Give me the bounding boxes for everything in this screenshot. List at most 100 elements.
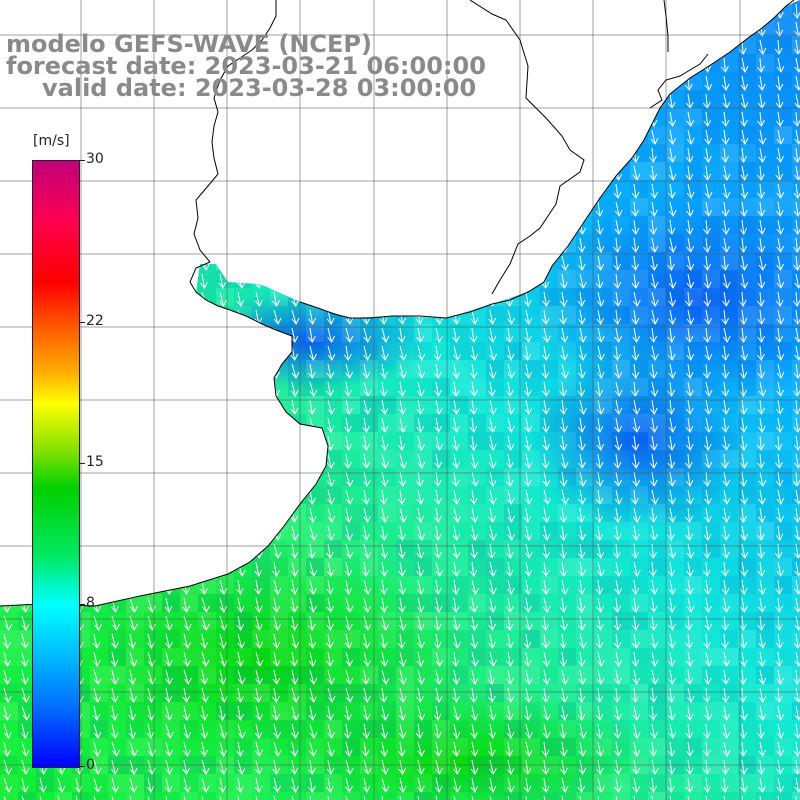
wind-arrow <box>416 597 425 613</box>
wind-arrow <box>649 687 658 703</box>
wind-arrow <box>21 741 30 757</box>
wind-arrow <box>795 795 798 800</box>
wind-arrow <box>579 723 587 739</box>
wind-arrow <box>344 183 353 199</box>
wind-arrow <box>327 345 336 361</box>
wind-arrow <box>794 597 800 613</box>
wind-arrow <box>201 345 210 361</box>
wind-arrow <box>667 219 676 235</box>
wind-arrow <box>164 399 173 415</box>
wind-arrow <box>632 723 641 739</box>
wind-arrow <box>702 219 711 235</box>
wind-arrow <box>21 147 30 163</box>
wind-arrow <box>417 777 425 793</box>
wind-arrow <box>560 3 569 19</box>
wind-arrow <box>21 363 30 379</box>
wind-arrow <box>775 615 784 631</box>
wind-arrow <box>667 453 676 469</box>
wind-arrow <box>685 507 694 523</box>
wind-arrow <box>596 345 605 361</box>
wind-arrow <box>506 723 515 739</box>
wind-arrow <box>92 381 101 397</box>
wind-arrow <box>776 273 785 289</box>
wind-arrow <box>649 741 658 757</box>
wind-arrow <box>3 309 13 325</box>
wind-arrow <box>721 3 730 19</box>
wind-arrow <box>596 291 605 307</box>
wind-arrow <box>505 741 514 757</box>
wind-arrow <box>523 111 532 127</box>
wind-arrow <box>596 777 605 793</box>
wind-arrow <box>417 363 426 379</box>
wind-arrow <box>686 687 695 703</box>
wind-arrow <box>255 615 263 631</box>
wind-arrow <box>326 363 335 379</box>
wind-arrow <box>595 705 604 721</box>
wind-arrow <box>129 345 138 361</box>
wind-arrow <box>649 777 658 793</box>
wind-arrow <box>469 561 478 577</box>
wind-arrow <box>200 219 209 235</box>
wind-arrow <box>469 129 478 145</box>
wind-arrow <box>758 381 767 397</box>
wind-arrow <box>39 3 48 19</box>
wind-arrow <box>381 327 390 343</box>
wind-arrow <box>559 381 568 397</box>
wind-arrow <box>756 345 765 361</box>
wind-arrow <box>398 183 407 199</box>
wind-arrow <box>307 615 316 631</box>
wind-arrow <box>685 417 694 433</box>
wind-arrow <box>218 345 227 361</box>
wind-arrow <box>792 3 800 19</box>
wind-arrow <box>326 3 335 19</box>
wind-arrow <box>201 435 209 451</box>
wind-arrow <box>704 201 713 217</box>
wind-arrow <box>470 273 479 289</box>
wind-arrow <box>183 561 192 577</box>
wind-arrow <box>578 183 587 199</box>
wind-arrow <box>93 111 102 127</box>
wind-arrow <box>489 489 497 505</box>
wind-arrow <box>255 507 264 523</box>
wind-arrow <box>146 3 155 19</box>
wind-arrow <box>290 759 299 775</box>
wind-arrow <box>560 75 568 91</box>
wind-arrow <box>739 147 748 163</box>
wind-arrow <box>668 21 677 37</box>
wind-arrow <box>237 723 246 739</box>
wind-arrow <box>686 489 694 505</box>
wind-arrow <box>21 165 31 181</box>
wind-arrow <box>255 453 264 469</box>
wind-arrow <box>129 525 138 541</box>
wind-arrow <box>507 255 516 271</box>
wind-arrow <box>92 489 101 505</box>
wind-arrow <box>273 255 281 271</box>
wind-arrow <box>417 201 426 217</box>
wind-arrow <box>505 165 514 181</box>
wind-arrow <box>740 453 748 469</box>
wind-arrow <box>541 453 550 469</box>
wind-arrow <box>704 453 713 469</box>
wind-arrow <box>793 39 800 55</box>
wind-arrow <box>721 399 730 415</box>
wind-arrow <box>291 633 300 649</box>
wind-arrow <box>488 417 497 433</box>
wind-arrow <box>756 435 765 451</box>
wind-arrow <box>685 39 694 55</box>
wind-arrow <box>542 507 551 523</box>
wind-arrow <box>255 363 264 379</box>
wind-arrow <box>93 291 101 307</box>
wind-arrow <box>254 345 262 361</box>
wind-arrow <box>345 525 353 541</box>
wind-arrow <box>577 129 586 145</box>
wind-arrow <box>452 489 461 505</box>
wind-arrow <box>667 651 676 667</box>
wind-arrow <box>452 237 461 253</box>
wind-arrow <box>740 273 749 289</box>
wind-arrow <box>218 237 227 253</box>
wind-arrow <box>668 147 677 163</box>
wind-arrow <box>254 777 263 793</box>
wind-arrow <box>721 417 730 433</box>
wind-arrow <box>686 255 695 271</box>
wind-arrow <box>416 147 424 163</box>
